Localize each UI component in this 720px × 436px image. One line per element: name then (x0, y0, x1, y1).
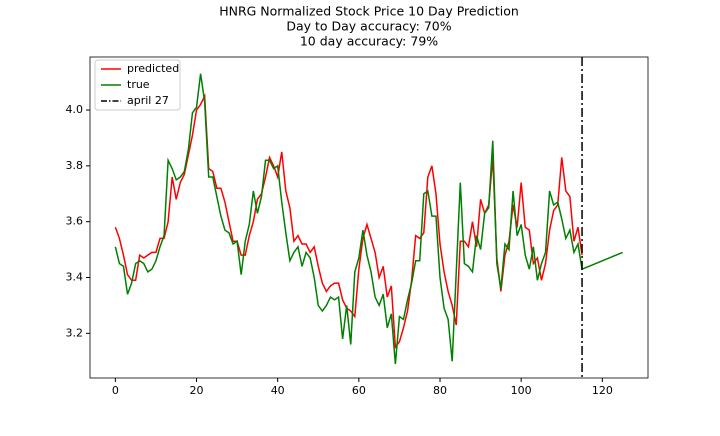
chart-subtitle: 10 day accuracy: 79% (300, 34, 438, 49)
x-tick-label: 120 (592, 384, 613, 397)
legend-label: predicted (127, 62, 179, 75)
x-tick-label: 0 (112, 384, 119, 397)
x-tick-label: 20 (190, 384, 204, 397)
chart-title: HNRG Normalized Stock Price 10 Day Predi… (219, 4, 519, 19)
series-line (114, 73, 623, 365)
x-tick-label: 100 (511, 384, 532, 397)
legend-label: true (127, 78, 150, 91)
x-tick-label: 40 (271, 384, 285, 397)
y-tick-label: 3.6 (66, 215, 84, 228)
series-line (114, 93, 583, 350)
y-tick-label: 3.4 (66, 271, 84, 284)
legend-label: april 27 (127, 94, 169, 107)
chart-subtitle: Day to Day accuracy: 70% (286, 19, 451, 34)
x-tick-label: 80 (433, 384, 447, 397)
legend-box (94, 59, 181, 111)
y-tick-label: 3.8 (66, 159, 84, 172)
plot-frame (89, 56, 649, 379)
x-tick-label: 60 (352, 384, 366, 397)
y-tick-label: 3.2 (66, 326, 84, 339)
y-tick-label: 4.0 (66, 103, 84, 116)
